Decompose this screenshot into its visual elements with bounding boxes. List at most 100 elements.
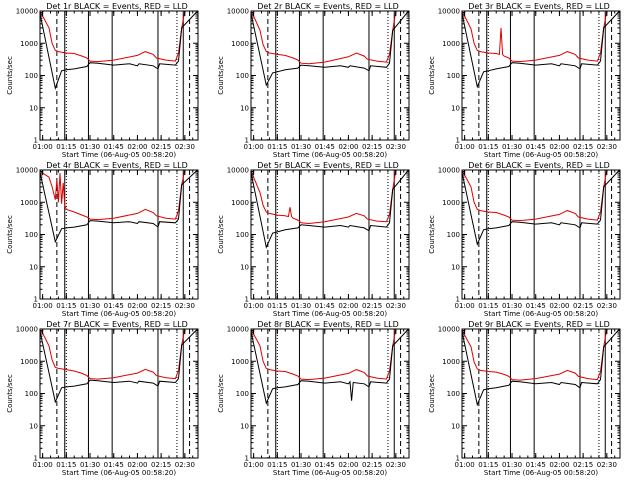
plot-frame: [461, 169, 621, 300]
chart-panel-5: Det 5r BLACK = Events, RED = LLD 1 10 100 10…: [217, 161, 410, 318]
x-tick-label-3: 01:30: [291, 461, 311, 469]
x-tick-label-1: 01:00: [244, 461, 264, 469]
y-axis-label: Counts/sec: [217, 56, 225, 95]
chart-panel-2: Det 2r BLACK = Events, RED = LLD 1 10 100 10…: [217, 2, 410, 159]
events-series-line: [251, 329, 409, 405]
lld-series-line: [251, 170, 409, 225]
y-tick-label-4: 1000: [231, 199, 249, 207]
x-tick-label-7: 02:30: [175, 302, 195, 310]
y-tick-label-1: 1: [245, 455, 249, 463]
x-tick-label-3: 01:30: [80, 143, 100, 151]
chart-title: Det 2r BLACK = Events, RED = LLD: [257, 2, 399, 11]
y-tick-label-3: 100: [236, 72, 249, 80]
events-series-line: [40, 170, 198, 244]
lld-series-line: [40, 329, 198, 380]
events-series-line: [462, 11, 620, 89]
x-tick-label-5: 02:00: [549, 302, 569, 310]
y-tick-label-2: 10: [451, 104, 460, 112]
x-tick-label-2: 01:15: [478, 302, 498, 310]
x-axis-label: Start Time (06-Aug-05 00:58:20): [273, 151, 387, 159]
y-tick-label-5: 10000: [16, 326, 38, 334]
y-axis-label: Counts/sec: [6, 56, 14, 95]
x-tick-label-2: 01:15: [478, 143, 498, 151]
y-tick-label-5: 10000: [227, 167, 249, 175]
y-tick-label-2: 10: [29, 104, 38, 112]
y-tick-label-3: 100: [236, 231, 249, 239]
y-tick-label-2: 10: [451, 263, 460, 271]
y-tick-label-1: 1: [456, 296, 460, 304]
x-tick-label-5: 02:00: [338, 302, 358, 310]
x-tick-label-1: 01:00: [33, 302, 53, 310]
x-tick-label-1: 01:00: [33, 461, 53, 469]
x-tick-label-5: 02:00: [338, 143, 358, 151]
x-axis-label: Start Time (06-Aug-05 00:58:20): [484, 310, 598, 318]
lld-series-line: [462, 11, 620, 63]
plot-frame: [250, 328, 410, 459]
y-tick-label-1: 1: [34, 296, 38, 304]
x-tick-label-4: 01:45: [315, 461, 335, 469]
x-tick-label-4: 01:45: [315, 302, 335, 310]
x-tick-label-2: 01:15: [478, 461, 498, 469]
x-tick-label-5: 02:00: [338, 461, 358, 469]
x-tick-label-7: 02:30: [175, 143, 195, 151]
x-tick-label-4: 01:45: [526, 143, 546, 151]
x-tick-label-2: 01:15: [56, 302, 76, 310]
y-tick-label-5: 10000: [16, 167, 38, 175]
x-axis-label: Start Time (06-Aug-05 00:58:20): [273, 310, 387, 318]
chart-title: Det 7r BLACK = Events, RED = LLD: [46, 320, 188, 329]
x-axis-label: Start Time (06-Aug-05 00:58:20): [62, 469, 176, 477]
x-tick-label-1: 01:00: [455, 143, 475, 151]
chart-title: Det 6r BLACK = Events, RED = LLD: [468, 161, 610, 170]
x-tick-label-2: 01:15: [267, 461, 287, 469]
y-tick-label-5: 10000: [438, 8, 460, 16]
x-tick-label-6: 02:15: [573, 302, 593, 310]
x-tick-label-6: 02:15: [573, 461, 593, 469]
x-tick-label-2: 01:15: [267, 302, 287, 310]
y-tick-label-5: 10000: [227, 8, 249, 16]
plot-frame: [250, 10, 410, 141]
plot-frame: [39, 10, 199, 141]
lld-series-line: [462, 170, 620, 222]
y-tick-label-3: 100: [25, 390, 38, 398]
x-tick-label-7: 02:30: [175, 461, 195, 469]
x-tick-label-5: 02:00: [127, 461, 147, 469]
y-tick-label-3: 100: [447, 231, 460, 239]
x-tick-label-4: 01:45: [526, 302, 546, 310]
x-tick-label-6: 02:15: [151, 302, 171, 310]
y-tick-label-4: 1000: [442, 199, 460, 207]
y-tick-label-2: 10: [29, 422, 38, 430]
chart-title: Det 5r BLACK = Events, RED = LLD: [257, 161, 399, 170]
y-tick-label-1: 1: [245, 137, 249, 145]
chart-panel-3: Det 3r BLACK = Events, RED = LLD 1 10 100 10…: [428, 2, 621, 159]
x-tick-label-4: 01:45: [104, 143, 124, 151]
x-tick-label-1: 01:00: [455, 302, 475, 310]
chart-panel-4: Det 4r BLACK = Events, RED = LLD 1 10 100 10…: [6, 161, 199, 318]
events-series-line: [462, 170, 620, 246]
x-tick-label-6: 02:15: [573, 143, 593, 151]
y-tick-label-1: 1: [456, 455, 460, 463]
events-series-line: [462, 329, 620, 407]
lld-series-line: [462, 329, 620, 381]
x-tick-label-1: 01:00: [244, 302, 264, 310]
y-tick-label-1: 1: [456, 137, 460, 145]
y-axis-label: Counts/sec: [428, 374, 436, 413]
x-tick-label-6: 02:15: [362, 302, 382, 310]
chart-title: Det 9r BLACK = Events, RED = LLD: [468, 320, 610, 329]
y-tick-label-5: 10000: [438, 167, 460, 175]
y-tick-label-2: 10: [240, 104, 249, 112]
lld-series-line: [40, 11, 198, 63]
y-tick-label-3: 100: [236, 390, 249, 398]
y-tick-label-4: 1000: [20, 358, 38, 366]
y-tick-label-2: 10: [451, 422, 460, 430]
x-tick-label-3: 01:30: [502, 143, 522, 151]
y-tick-label-1: 1: [34, 137, 38, 145]
x-tick-label-5: 02:00: [549, 143, 569, 151]
events-series-line: [251, 170, 409, 249]
y-axis-label: Counts/sec: [217, 215, 225, 254]
x-tick-label-2: 01:15: [267, 143, 287, 151]
x-tick-label-2: 01:15: [56, 461, 76, 469]
events-series-line: [40, 329, 198, 404]
y-tick-label-2: 10: [29, 263, 38, 271]
y-tick-label-5: 10000: [438, 326, 460, 334]
